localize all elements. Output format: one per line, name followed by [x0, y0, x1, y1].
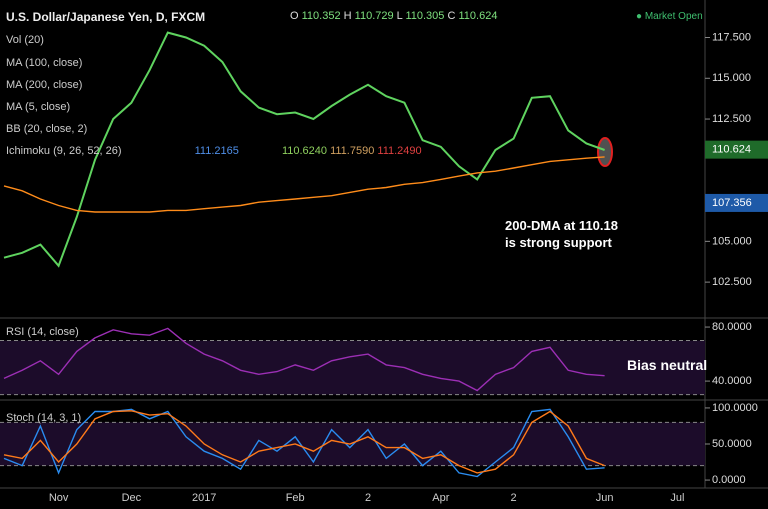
y-tick-label: 115.000 — [712, 72, 751, 84]
annotation: Bias neutral — [627, 357, 708, 373]
indicator-value: 111.2490 — [377, 145, 422, 157]
series-line — [3, 410, 605, 474]
y-tick-label: 50.0000 — [712, 438, 752, 450]
y-tick-label: 80.0000 — [712, 321, 752, 333]
indicator-label: MA (200, close) — [6, 79, 83, 91]
annotation: 200-DMA at 110.18 is strong support — [505, 217, 618, 251]
indicator-label: Stoch (14, 3, 1) — [6, 412, 82, 424]
ohlc: O 110.352 H 110.729 L 110.305 C 110.624 — [290, 10, 497, 22]
x-tick-label: Apr — [432, 492, 449, 504]
chart-title: U.S. Dollar/Japanese Yen, D, FXCM — [6, 10, 206, 24]
status-text: Market Open — [644, 11, 703, 22]
x-tick-label: Jun — [596, 492, 614, 504]
indicator-value: 111.2165 — [194, 145, 239, 157]
ohlc-value: 110.305 — [405, 10, 445, 22]
x-tick-label: Feb — [286, 492, 305, 504]
y-tick-label: 100.0000 — [712, 402, 758, 414]
ohlc-value: 110.352 — [301, 10, 341, 22]
y-tick-label: 0.0000 — [712, 474, 746, 486]
price-tag — [705, 193, 768, 212]
y-tick-label: 105.000 — [712, 235, 752, 247]
x-tick-label: 2 — [511, 492, 517, 504]
indicator-value: 111.7590 — [330, 145, 375, 157]
price-tag — [705, 140, 768, 159]
market-status: ● Market Open — [636, 11, 703, 22]
series-line — [3, 408, 605, 478]
indicator-label: Vol (20) — [6, 34, 44, 46]
band-fill — [0, 340, 705, 395]
price-tag-label: 107.356 — [712, 197, 752, 209]
x-tick-label: Jul — [670, 492, 684, 504]
indicator-label: MA (5, close) — [6, 101, 71, 113]
ohlc-label: C — [447, 10, 456, 22]
annotation-line: is strong support — [505, 235, 612, 250]
y-tick-label: 112.500 — [712, 113, 751, 125]
indicator-label: RSI (14, close) — [6, 326, 79, 338]
indicator-label: Ichimoku (9, 26, 52, 26) 111.2165 110.62… — [6, 145, 422, 157]
series-line — [3, 31, 605, 268]
y-tick-label: 40.0000 — [712, 375, 752, 387]
indicator-value: 110.6240 — [281, 145, 328, 157]
y-tick-label: 102.500 — [712, 276, 752, 288]
y-tick-label: 117.500 — [712, 31, 751, 43]
ohlc-value: 110.624 — [458, 10, 498, 22]
series-line — [3, 156, 605, 213]
indicator-label: MA (100, close) — [6, 57, 83, 69]
price-tag-label: 110.624 — [712, 144, 751, 156]
ohlc-label: H — [343, 10, 352, 22]
x-tick-label: Nov — [49, 492, 69, 504]
ohlc-value: 110.729 — [354, 10, 394, 22]
x-tick-label: 2 — [365, 492, 371, 504]
annotation-line: 200-DMA at 110.18 — [505, 218, 618, 233]
series-line — [3, 327, 605, 392]
ohlc-label: L — [396, 10, 403, 22]
indicator-name: Ichimoku (9, 26, 52, 26) — [6, 145, 122, 157]
indicator-label: BB (20, close, 2) — [6, 123, 88, 135]
x-tick-label: Dec — [122, 492, 142, 504]
x-tick-label: 2017 — [192, 492, 216, 504]
ohlc-label: O — [290, 10, 299, 22]
highlight-oval — [597, 137, 613, 167]
